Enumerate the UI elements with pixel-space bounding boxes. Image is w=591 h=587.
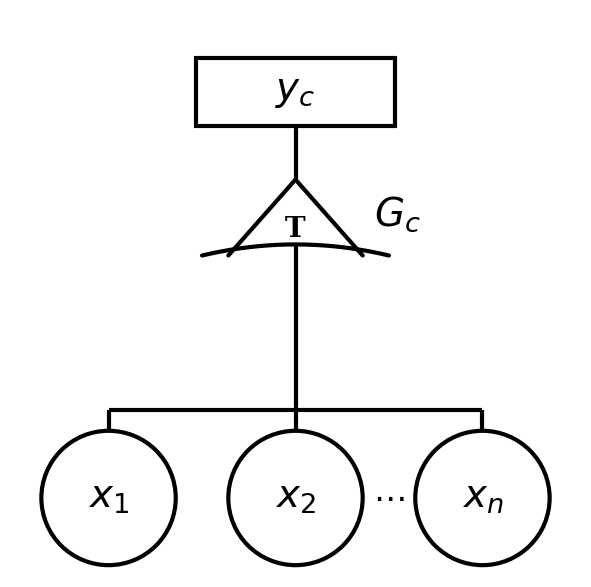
Circle shape (228, 431, 363, 565)
Text: T: T (285, 216, 306, 243)
Text: $x_n$: $x_n$ (462, 480, 503, 517)
Text: $x_2$: $x_2$ (275, 480, 316, 517)
FancyBboxPatch shape (196, 58, 395, 126)
Circle shape (41, 431, 176, 565)
Text: $G_c$: $G_c$ (374, 195, 421, 234)
Text: $\cdots$: $\cdots$ (373, 482, 405, 514)
Text: $x_1$: $x_1$ (88, 480, 129, 517)
Circle shape (415, 431, 550, 565)
Text: $y_c$: $y_c$ (275, 73, 316, 110)
